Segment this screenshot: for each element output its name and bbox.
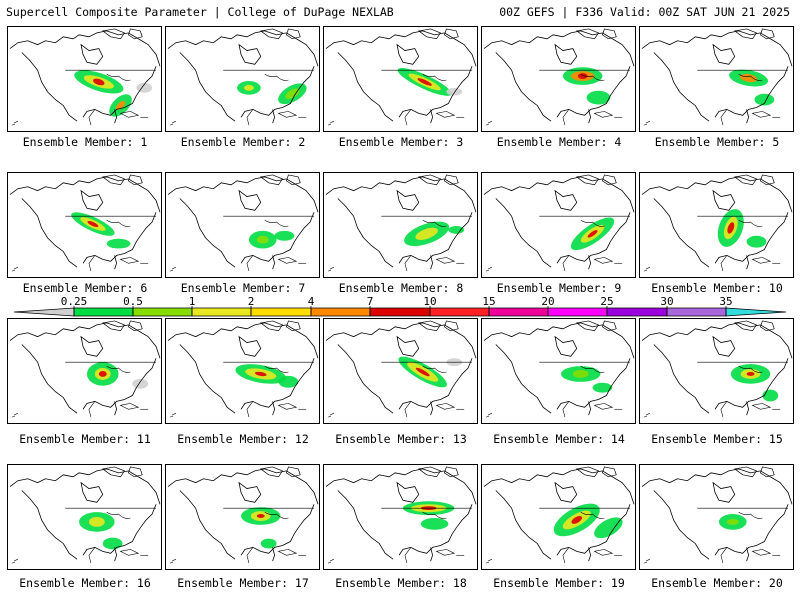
colorbar-segment [132,307,193,317]
colorbar-tick-label: 25 [600,295,613,308]
colorbar-segment [310,307,371,317]
ensemble-member-map-14 [481,318,636,424]
ensemble-member-map-17 [165,464,320,570]
ensemble-member-label: Ensemble Member: 5 [654,135,780,149]
colorbar-segment [666,307,727,317]
colorbar-segment [73,307,134,317]
ensemble-member-map-2 [165,26,320,132]
ensemble-member-label: Ensemble Member: 10 [651,281,783,295]
colorbar-segment [488,307,549,317]
ensemble-member-label: Ensemble Member: 13 [335,432,467,446]
ensemble-member-label: Ensemble Member: 18 [335,576,467,590]
ensemble-member-map-20 [639,464,794,570]
ensemble-member-map-3 [323,26,478,132]
ensemble-member-label: Ensemble Member: 19 [493,576,625,590]
ensemble-member-label: Ensemble Member: 8 [338,281,464,295]
ensemble-member-map-11 [7,318,162,424]
ensemble-member-map-1 [7,26,162,132]
ensemble-member-label: Ensemble Member: 11 [19,432,151,446]
colorbar-tick-label: 20 [541,295,554,308]
ensemble-member-label: Ensemble Member: 20 [651,576,783,590]
ensemble-member-map-9 [481,172,636,278]
ensemble-member-map-15 [639,318,794,424]
ensemble-member-map-12 [165,318,320,424]
colorbar-tick-label: 2 [248,295,255,308]
ensemble-member-map-4 [481,26,636,132]
colorbar-tick-label: 30 [660,295,673,308]
ensemble-member-map-18 [323,464,478,570]
ensemble-member-label: Ensemble Member: 14 [493,432,625,446]
ensemble-member-map-8 [323,172,478,278]
ensemble-member-map-6 [7,172,162,278]
colorbar-segment [191,307,252,317]
header-left-title: Supercell Composite Parameter | College … [6,5,394,19]
colorbar-segment [725,307,787,317]
colorbar-tick-label: 0.5 [123,295,143,308]
colorbar-segment [250,307,312,317]
ensemble-member-label: Ensemble Member: 17 [177,576,309,590]
colorbar-tick-label: 4 [308,295,315,308]
colorbar-tick-label: 35 [719,295,732,308]
colorbar-tick-label: 7 [367,295,374,308]
ensemble-member-label: Ensemble Member: 9 [496,281,622,295]
ensemble-member-label: Ensemble Member: 16 [19,576,151,590]
ensemble-member-label: Ensemble Member: 15 [651,432,783,446]
colorbar-segment [547,307,608,317]
ensemble-member-label: Ensemble Member: 4 [496,135,622,149]
ensemble-member-map-13 [323,318,478,424]
ensemble-member-map-7 [165,172,320,278]
colorbar-tick-label: 0.25 [61,295,88,308]
ensemble-member-map-10 [639,172,794,278]
colorbar-tick-label: 1 [189,295,196,308]
ensemble-member-label: Ensemble Member: 12 [177,432,309,446]
ensemble-member-label: Ensemble Member: 7 [180,281,306,295]
ensemble-member-map-16 [7,464,162,570]
ensemble-member-label: Ensemble Member: 2 [180,135,306,149]
colorbar-segment [606,307,668,317]
colorbar-tick-label: 15 [482,295,495,308]
colorbar-segment [369,307,431,317]
header-right-title: 00Z GEFS | F336 Valid: 00Z SAT JUN 21 20… [499,5,790,19]
colorbar-segment [13,307,75,317]
ensemble-member-label: Ensemble Member: 3 [338,135,464,149]
ensemble-member-label: Ensemble Member: 1 [22,135,148,149]
colorbar-tick-label: 10 [423,295,436,308]
ensemble-member-label: Ensemble Member: 6 [22,281,148,295]
colorbar-segment [429,307,490,317]
ensemble-member-map-5 [639,26,794,132]
ensemble-member-map-19 [481,464,636,570]
